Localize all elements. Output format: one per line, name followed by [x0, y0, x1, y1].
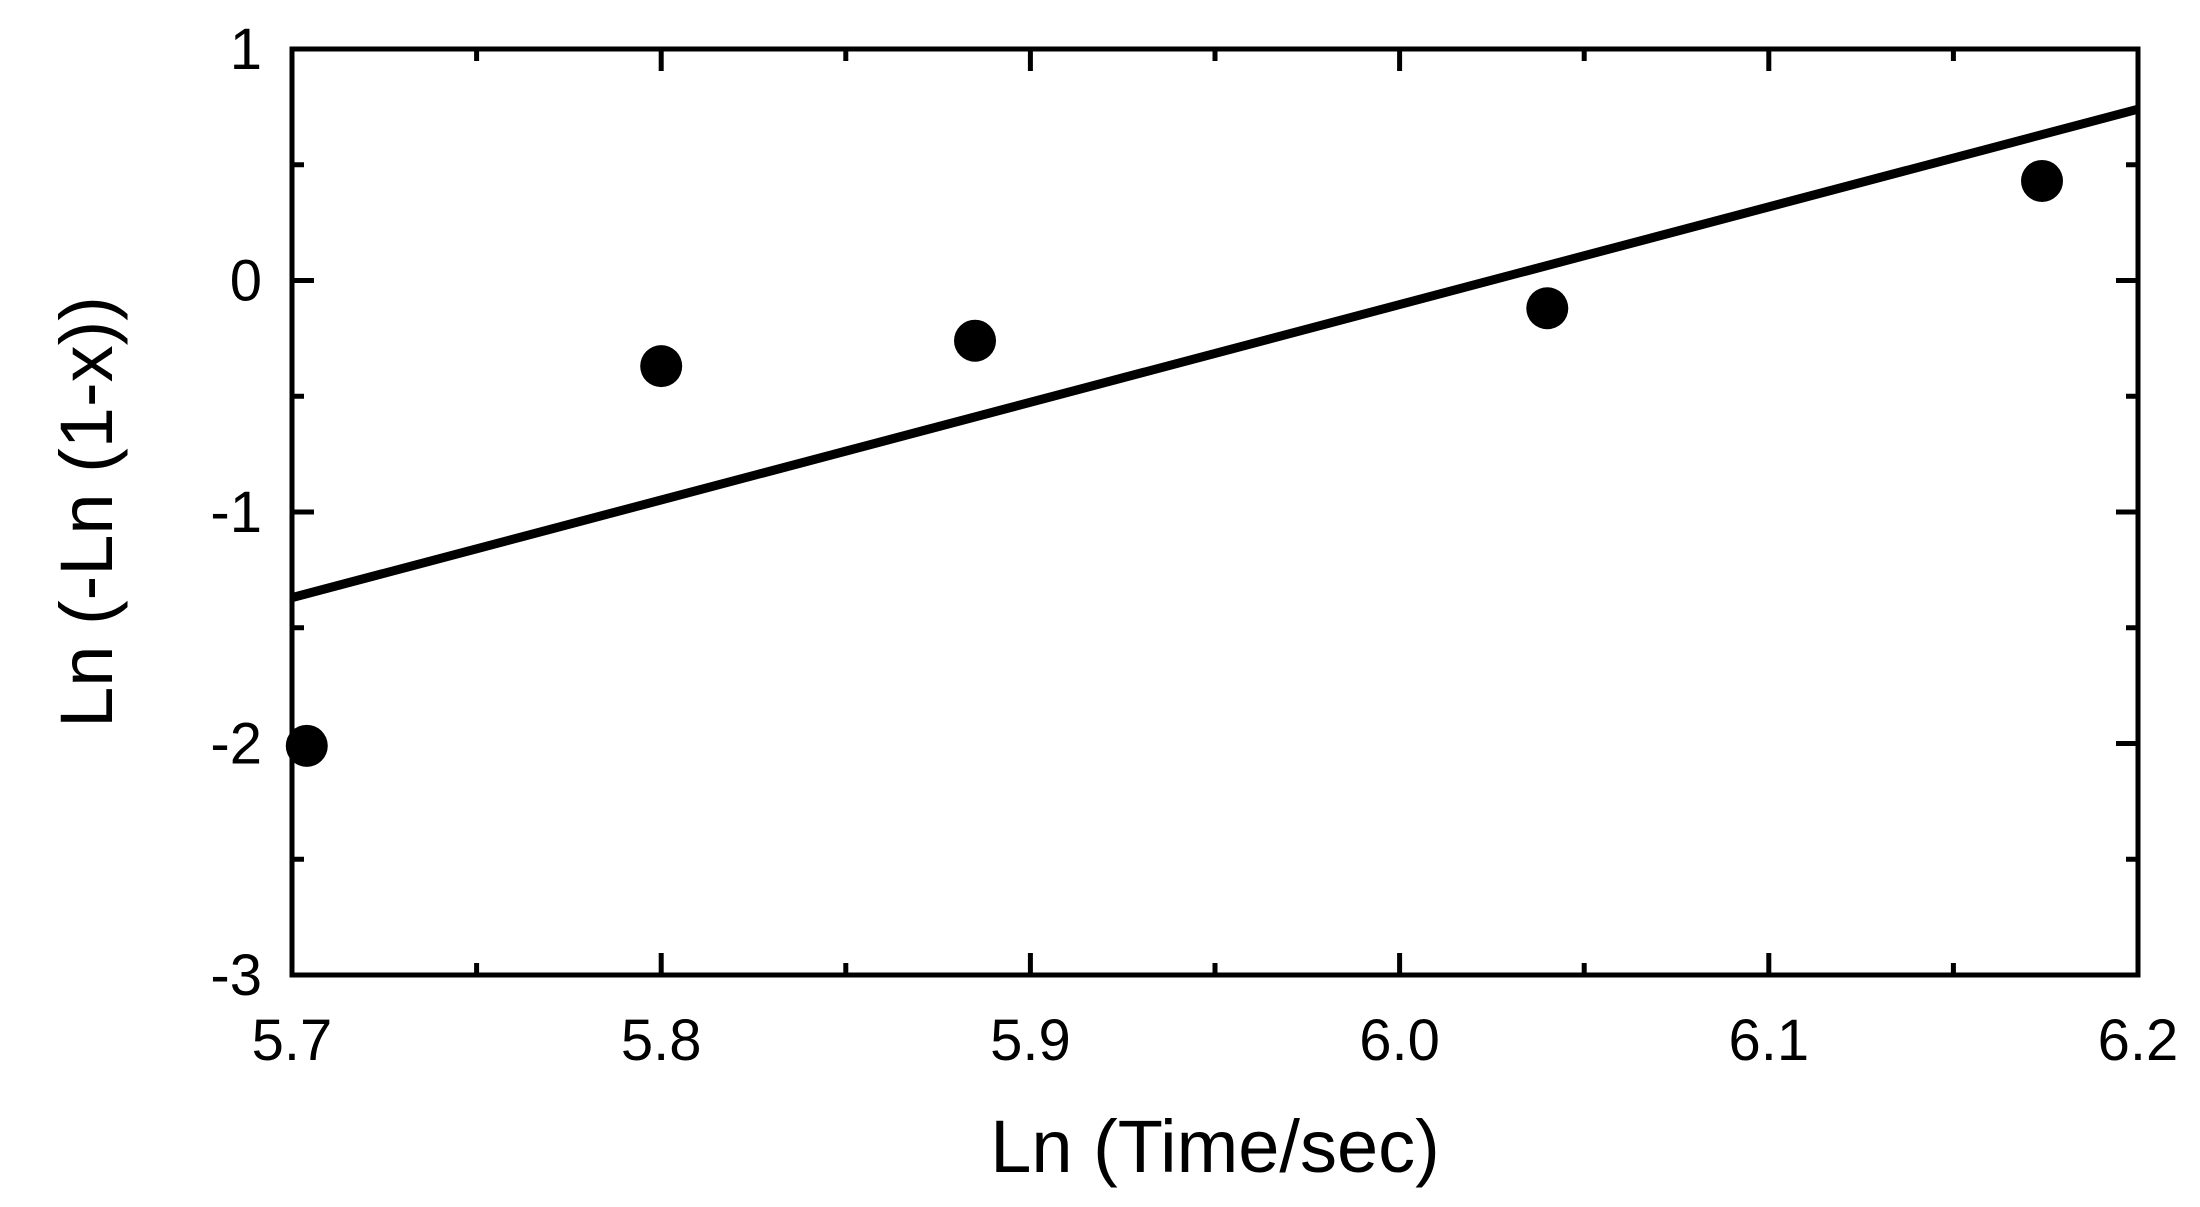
y-axis-title: Ln (-Ln (1-x)) [45, 296, 128, 728]
data-point [954, 319, 997, 362]
y-tick-label: -3 [210, 943, 262, 1008]
y-tick-label: 0 [230, 249, 262, 314]
x-tick-label: 6.2 [2098, 1008, 2179, 1073]
data-point [2021, 159, 2064, 202]
x-tick-label: 5.8 [621, 1008, 702, 1073]
y-tick-label: 1 [230, 17, 262, 82]
fit-line [290, 104, 2140, 603]
x-tick-label: 6.1 [1728, 1008, 1809, 1073]
x-tick-label: 6.0 [1359, 1008, 1440, 1073]
plot-frame [289, 46, 2141, 978]
data-points [285, 159, 2064, 767]
x-tick-labels: 5.7 5.8 5.9 6.0 6.1 6.2 [252, 1008, 2179, 1073]
data-point [1526, 287, 1569, 330]
x-tick-label: 5.7 [252, 1008, 333, 1073]
data-point [285, 724, 328, 767]
y-tick-labels: 1 0 -1 -2 -3 [210, 17, 262, 1008]
data-point [640, 345, 683, 388]
x-axis-title: Ln (Time/sec) [990, 1105, 1440, 1188]
x-tick-label: 5.9 [990, 1008, 1071, 1073]
fit-lines [290, 104, 2140, 603]
y-tick-label: -1 [210, 480, 262, 545]
y-tick-label: -2 [210, 712, 262, 777]
